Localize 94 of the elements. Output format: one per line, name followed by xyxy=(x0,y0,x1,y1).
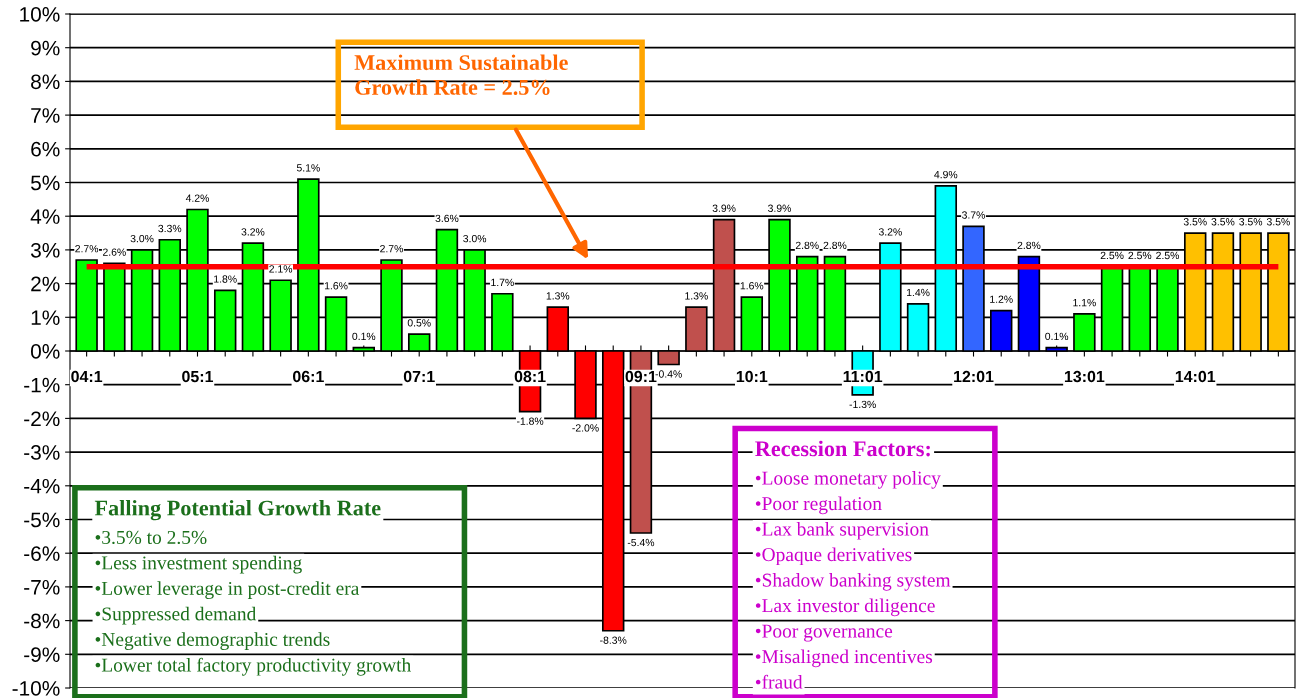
annotation: Maximum Sustainable Growth Rate = 2.5% xyxy=(354,54,568,95)
data-label: 3.5% xyxy=(1266,218,1290,226)
data-label: 2.6% xyxy=(103,248,126,256)
data-label: 2.8% xyxy=(1017,241,1041,250)
y-tick-label: 4% xyxy=(30,209,60,224)
y-tick-label: 9% xyxy=(31,40,60,56)
data-label: 2.7% xyxy=(380,245,403,253)
annotation: •Lower leverage in post-credit era xyxy=(95,581,360,599)
data-label: 1.4% xyxy=(907,288,930,297)
y-tick-label: 0% xyxy=(30,344,60,359)
data-label: 1.3% xyxy=(546,292,570,300)
x-tick-label: 11:01 xyxy=(843,370,883,383)
x-tick-label: 07:1 xyxy=(403,370,435,383)
data-label: 0.5% xyxy=(407,319,431,327)
data-label: 0.1% xyxy=(352,332,376,341)
data-label: 2.5% xyxy=(1100,251,1124,260)
y-tick-label: 7% xyxy=(31,108,60,123)
data-label: 4.9% xyxy=(934,170,958,179)
y-tick-label: -8% xyxy=(24,613,60,629)
y-tick-label: 2% xyxy=(31,276,60,292)
data-label: 2.1% xyxy=(269,265,293,273)
x-tick-label: 04:1 xyxy=(71,370,103,383)
annotation: •Suppressed demand xyxy=(95,606,257,625)
data-label: 3.5% xyxy=(1183,218,1207,226)
y-tick-label: -10% xyxy=(12,681,60,696)
data-label: 2.5% xyxy=(1128,251,1152,260)
data-label: 4.2% xyxy=(185,194,209,202)
y-tick-label: 5% xyxy=(31,175,60,191)
data-label: 3.3% xyxy=(158,224,182,233)
annotation: •Less investment spending xyxy=(95,555,302,574)
y-tick-label: -1% xyxy=(24,377,60,393)
x-tick-label: 12:01 xyxy=(954,370,994,383)
y-tick-label: -4% xyxy=(24,478,60,494)
annotation: •Lax bank supervision xyxy=(755,521,929,540)
data-label: 3.6% xyxy=(435,214,459,223)
annotation: •Opaque derivatives xyxy=(755,547,912,566)
annotation: •Negative demographic trends xyxy=(95,632,330,650)
data-label: 3.0% xyxy=(130,234,154,243)
x-tick-label: 09:1 xyxy=(625,370,657,383)
annotation: •Lower total factory productivity growth xyxy=(95,657,411,676)
y-tick-label: -6% xyxy=(24,546,60,561)
annotation: •fraud xyxy=(755,674,803,689)
y-tick-label: -5% xyxy=(24,512,60,528)
annotation: •Shadow banking system xyxy=(755,572,951,591)
data-label: -5.4% xyxy=(627,538,655,547)
x-tick-label: 10:1 xyxy=(736,370,768,383)
data-label: 1.2% xyxy=(990,295,1013,303)
data-label: 1.8% xyxy=(214,275,237,283)
annotation: •3.5% to 2.5% xyxy=(95,530,207,545)
data-label: 1.6% xyxy=(740,282,764,290)
x-tick-label: 14:01 xyxy=(1175,370,1216,383)
data-label: 1.6% xyxy=(324,282,348,290)
data-label: -2.0% xyxy=(572,424,599,432)
annotation: Recession Factors: xyxy=(755,440,930,457)
x-tick-label: 05:1 xyxy=(182,370,214,383)
data-label: 3.7% xyxy=(962,211,986,219)
x-tick-label: 06:1 xyxy=(293,370,324,383)
data-label: 3.5% xyxy=(1211,218,1235,226)
data-label: 3.5% xyxy=(1239,218,1263,226)
annotation: •Lax investor diligence xyxy=(755,598,935,617)
data-label: 5.1% xyxy=(296,164,320,172)
data-label: -1.3% xyxy=(849,400,876,409)
data-label: 1.3% xyxy=(685,292,708,300)
x-tick-label: 13:01 xyxy=(1064,370,1105,383)
data-label: 1.1% xyxy=(1073,298,1096,307)
x-tick-label: 08:1 xyxy=(514,370,546,383)
y-tick-label: 3% xyxy=(30,242,60,258)
data-label: 2.8% xyxy=(795,241,819,250)
data-label: 3.2% xyxy=(878,228,902,236)
y-tick-label: 6% xyxy=(31,141,60,157)
data-label: 0.1% xyxy=(1045,332,1069,341)
y-tick-label: -2% xyxy=(24,411,60,427)
annotation: •Poor regulation xyxy=(755,496,882,515)
data-label: -8.3% xyxy=(600,636,627,644)
annotation: •Loose monetary policy xyxy=(755,470,941,489)
data-label: 3.0% xyxy=(463,234,487,243)
annotation: •Misaligned incentives xyxy=(755,649,933,668)
data-label: 1.7% xyxy=(491,278,514,287)
y-tick-label: -3% xyxy=(24,445,60,460)
data-label: 2.7% xyxy=(75,245,99,253)
annotation: Falling Potential Growth Rate xyxy=(94,499,381,521)
y-tick-label: -9% xyxy=(24,647,60,663)
y-tick-label: 1% xyxy=(31,310,60,325)
data-label: -0.4% xyxy=(655,370,682,378)
data-label: -1.8% xyxy=(516,417,544,425)
y-tick-label: 8% xyxy=(31,74,60,90)
y-tick-label: 10% xyxy=(20,7,60,22)
y-tick-label: -7% xyxy=(24,579,60,595)
data-label: 2.5% xyxy=(1156,251,1180,260)
annotation: •Poor governance xyxy=(755,624,893,642)
data-label: 3.9% xyxy=(768,204,791,212)
data-label: 2.8% xyxy=(823,241,847,250)
data-label: 3.9% xyxy=(712,204,736,212)
data-label: 3.2% xyxy=(241,228,265,236)
